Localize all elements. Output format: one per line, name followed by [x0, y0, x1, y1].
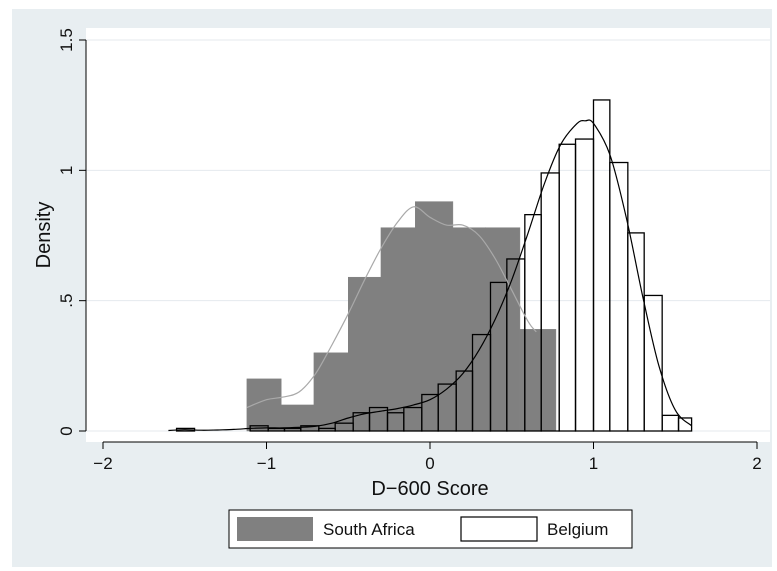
density-curves — [168, 119, 693, 432]
x-axis-title: D−600 Score — [371, 478, 488, 500]
y-tick-label-0: 0 — [57, 426, 76, 435]
x-tick-label-4: 2 — [752, 454, 761, 473]
belgium-bar-24 — [643, 294, 663, 432]
south-africa-bar-4 — [380, 227, 416, 432]
legend-label-south-africa: South Africa — [323, 520, 415, 539]
south-africa-bar-2 — [313, 352, 349, 432]
x-axis-ticks: −2 −1 0 1 2 — [93, 442, 762, 473]
x-tick-label-2: 0 — [425, 454, 434, 473]
south-africa-bar-8 — [519, 329, 557, 432]
legend-swatch-south-africa — [237, 517, 313, 541]
y-tick-label-2: 1 — [57, 166, 76, 175]
y-axis-ticks: 0 .5 1 1.5 — [57, 28, 86, 436]
legend-swatch-belgium — [460, 516, 538, 542]
y-tick-label-1: .5 — [57, 294, 76, 308]
x-tick-label-1: −1 — [257, 454, 276, 473]
belgium-bar-26 — [677, 417, 693, 432]
y-tick-label-3: 1.5 — [57, 28, 76, 52]
legend: South Africa Belgium — [228, 509, 633, 549]
x-tick-label-0: −2 — [93, 454, 112, 473]
legend-label-belgium: Belgium — [547, 520, 608, 539]
belgium-density-curve — [168, 119, 693, 432]
south-africa-bar-6 — [452, 227, 486, 432]
y-axis-title: Density — [33, 202, 55, 269]
south-africa-density-curve — [246, 206, 537, 409]
south-africa-bar-5 — [415, 201, 454, 432]
x-tick-label-3: 1 — [589, 454, 598, 473]
